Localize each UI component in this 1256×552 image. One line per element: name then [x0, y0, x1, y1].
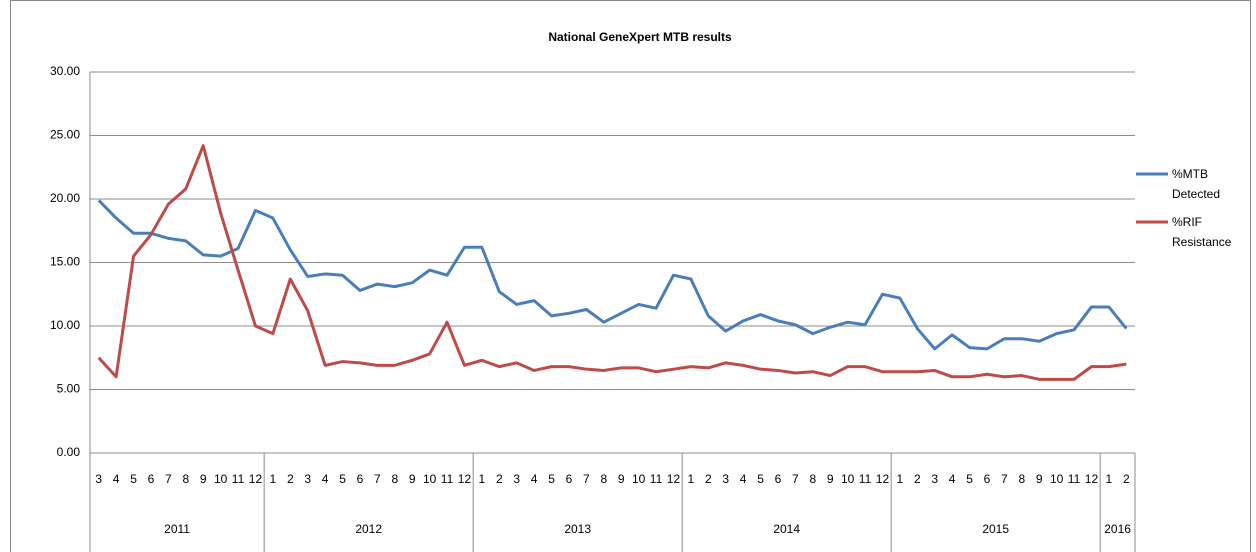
x-tick-label: 12: [458, 472, 472, 486]
x-tick-label: 7: [374, 472, 381, 486]
x-tick-label: 8: [182, 472, 189, 486]
x-tick-label: 11: [441, 472, 454, 486]
x-tick-label: 1: [688, 472, 695, 486]
x-tick-label: 10: [841, 472, 855, 486]
x-tick-label: 4: [740, 472, 747, 486]
x-tick-label: 1: [479, 472, 486, 486]
x-tick-label: 2: [496, 472, 503, 486]
x-tick-label: 2: [287, 472, 294, 486]
x-tick-label: 4: [531, 472, 538, 486]
x-tick-label: 11: [1068, 472, 1081, 486]
group-label: 2016: [1104, 522, 1131, 536]
x-tick-label: 4: [322, 472, 329, 486]
x-tick-label: 5: [339, 472, 346, 486]
x-tick-label: 3: [95, 472, 102, 486]
x-tick-label: 8: [809, 472, 816, 486]
x-tick-label: 3: [304, 472, 311, 486]
group-label: 2013: [564, 522, 591, 536]
x-tick-label: 12: [876, 472, 890, 486]
x-tick-label: 6: [566, 472, 573, 486]
x-tick-label: 11: [859, 472, 872, 486]
y-tick-label: 15.00: [50, 255, 80, 269]
y-tick-label: 10.00: [50, 318, 80, 332]
x-tick-label: 3: [513, 472, 520, 486]
x-tick-label: 5: [548, 472, 555, 486]
chart-title: National GeneXpert MTB results: [548, 30, 732, 44]
x-tick-label: 8: [391, 472, 398, 486]
legend-label: %RIF Resistance: [1172, 215, 1232, 249]
x-tick-label: 6: [148, 472, 155, 486]
x-tick-label: 10: [1050, 472, 1064, 486]
group-label: 2011: [164, 522, 190, 536]
x-tick-label: 9: [618, 472, 625, 486]
x-tick-label: 7: [165, 472, 172, 486]
x-tick-label: 12: [1085, 472, 1099, 486]
x-tick-label: 9: [409, 472, 416, 486]
x-tick-label: 12: [667, 472, 681, 486]
x-tick-label: 1: [270, 472, 277, 486]
x-tick-label: 8: [1018, 472, 1025, 486]
y-tick-label: 20.00: [50, 191, 80, 205]
x-tick-label: 7: [792, 472, 799, 486]
x-tick-label: 2: [1123, 472, 1130, 486]
x-tick-label: 10: [423, 472, 437, 486]
x-tick-label: 2: [705, 472, 712, 486]
x-tick-label: 3: [931, 472, 938, 486]
x-tick-label: 2: [914, 472, 921, 486]
x-tick-label: 8: [600, 472, 607, 486]
series-line: [97, 199, 1128, 351]
x-tick-label: 5: [757, 472, 764, 486]
x-tick-label: 6: [357, 472, 364, 486]
x-tick-label: 9: [200, 472, 207, 486]
x-tick-label: 5: [130, 472, 137, 486]
x-tick-label: 4: [113, 472, 120, 486]
x-tick-label: 7: [1001, 472, 1008, 486]
x-tick-label: 9: [827, 472, 834, 486]
x-tick-label: 6: [775, 472, 782, 486]
y-tick-label: 0.00: [57, 445, 81, 459]
x-tick-label: 11: [650, 472, 663, 486]
x-tick-label: 5: [966, 472, 973, 486]
chart-border: [10, 0, 1251, 552]
group-label: 2014: [773, 522, 800, 536]
group-label: 2015: [982, 522, 1009, 536]
x-tick-label: 1: [1106, 472, 1113, 486]
group-label: 2012: [355, 522, 382, 536]
y-tick-label: 30.00: [50, 64, 80, 78]
x-tick-label: 10: [214, 472, 228, 486]
x-tick-label: 12: [249, 472, 263, 486]
x-tick-label: 1: [897, 472, 904, 486]
x-tick-label: 3: [722, 472, 729, 486]
x-tick-label: 7: [583, 472, 590, 486]
x-tick-label: 4: [949, 472, 956, 486]
y-tick-label: 25.00: [50, 128, 80, 142]
x-tick-label: 6: [984, 472, 991, 486]
legend-label: %MTB Detected: [1172, 167, 1221, 201]
x-tick-label: 10: [632, 472, 646, 486]
y-tick-label: 5.00: [57, 382, 81, 396]
x-tick-label: 9: [1036, 472, 1043, 486]
x-tick-label: 11: [232, 472, 245, 486]
series-line: [97, 144, 1127, 381]
